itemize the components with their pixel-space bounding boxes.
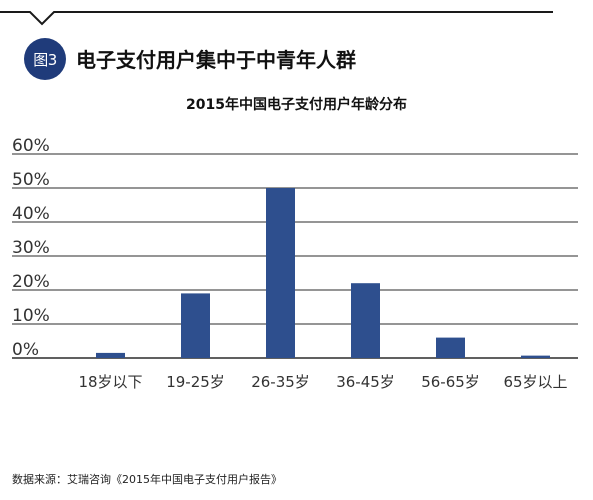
bar xyxy=(181,293,210,358)
bar xyxy=(266,188,295,358)
y-tick-label: 10% xyxy=(12,306,50,326)
chart-title: 2015年中国电子支付用户年龄分布 xyxy=(186,97,407,113)
bar xyxy=(521,355,550,358)
x-tick-label: 36-45岁 xyxy=(336,373,395,391)
source-note: 数据来源：艾瑞咨询《2015年中国电子支付用户报告》 xyxy=(12,473,282,486)
bar xyxy=(436,337,465,358)
bar xyxy=(96,352,125,358)
figure-badge: 图3 xyxy=(24,38,66,80)
y-tick-label: 0% xyxy=(12,340,39,360)
y-tick-label: 30% xyxy=(12,238,50,258)
bar xyxy=(351,283,380,358)
x-tick-label: 26-35岁 xyxy=(251,373,310,391)
figure-heading: 电子支付用户集中于中青年人群 xyxy=(76,48,356,72)
x-tick-label: 18岁以下 xyxy=(78,373,142,391)
y-tick-label: 50% xyxy=(12,170,50,190)
x-tick-label: 56-65岁 xyxy=(421,373,480,391)
y-tick-label: 40% xyxy=(12,204,50,224)
y-tick-label: 60% xyxy=(12,136,50,156)
y-tick-label: 20% xyxy=(12,272,50,292)
header-rule xyxy=(0,11,553,26)
x-tick-label: 65岁以上 xyxy=(503,373,567,391)
x-tick-label: 19-25岁 xyxy=(166,373,225,391)
